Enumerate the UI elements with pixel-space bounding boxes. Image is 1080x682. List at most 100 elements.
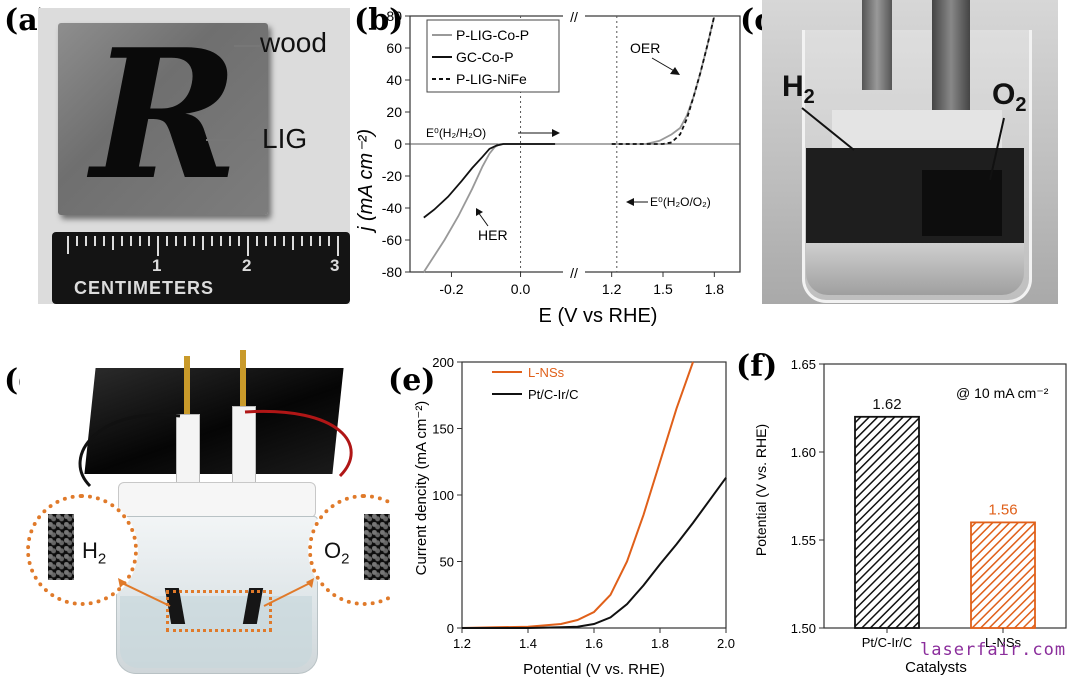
zoom-circle-h2: H2 xyxy=(26,494,138,606)
panel-label-f: (f) xyxy=(736,349,778,384)
e-xtick-label: 1.4 xyxy=(519,636,537,651)
electrode-right-block xyxy=(922,170,1002,236)
c-h2-label: H2 xyxy=(782,70,815,109)
photo-electrolyzer-cell: H2 O2 xyxy=(20,346,390,682)
c-o2-sub: 2 xyxy=(1015,94,1027,116)
ruler-tick-2: 2 xyxy=(242,256,252,275)
b-ytick-label: 40 xyxy=(386,72,402,88)
lig-label: LIG xyxy=(262,123,308,154)
f-bar-1 xyxy=(970,521,1036,629)
e-xtick-label: 2.0 xyxy=(717,636,735,651)
cell-lid xyxy=(118,482,316,518)
e-xtick-label: 1.6 xyxy=(585,636,603,651)
f-ytick-label: 1.55 xyxy=(791,533,816,548)
b-ytick-label: -60 xyxy=(382,232,402,248)
f-bar-value-label: 1.56 xyxy=(988,501,1017,518)
cell-electrolyte xyxy=(120,596,312,668)
d-h2-label: H2 xyxy=(82,538,106,567)
b-arrowhead-oer xyxy=(670,67,680,75)
photo-wood-lig: R wood LIG 1 2 3 CENTIMETERS xyxy=(38,8,350,304)
b-arrowhead-oer-eq xyxy=(626,198,634,206)
zoom-circle-o2: O2 xyxy=(308,494,390,606)
d-o2-text: O xyxy=(324,538,342,563)
e-ytick-label: 150 xyxy=(432,422,454,437)
d-wires xyxy=(78,409,353,488)
electrode-region-highlight xyxy=(166,590,272,632)
f-bar-value-label: 1.62 xyxy=(872,396,901,413)
wood-block xyxy=(58,23,268,215)
e-xtick-label: 1.2 xyxy=(453,636,471,651)
b-series-p-lig-nife-oer xyxy=(611,15,716,145)
e-legend-entry-1: Pt/C-Ir/C xyxy=(528,387,579,402)
f-ytick-label: 1.65 xyxy=(791,357,816,372)
c-o2-label: O2 xyxy=(992,78,1026,117)
f-category-label: Pt/C-Ir/C xyxy=(862,635,913,650)
b-arrow-oer xyxy=(651,57,677,73)
beaker-base xyxy=(806,243,1024,295)
b-ytick-label: -20 xyxy=(382,168,402,184)
c-h2-text: H xyxy=(782,70,804,103)
terminal-right xyxy=(240,350,246,408)
e-ytick-label: 200 xyxy=(432,355,454,370)
e-xlabel: Potential (V vs. RHE) xyxy=(523,661,665,678)
wood-label: wood xyxy=(260,27,327,58)
ruler-tick-3: 3 xyxy=(330,256,340,275)
b-xtick-label: 1.8 xyxy=(705,281,725,297)
chart-e-lsv: 0 50 100 150 200 1.2 1.4 1.6 1.8 2.0 Current denc… xyxy=(413,355,735,678)
d-zoom-arrows xyxy=(118,578,314,607)
e-plot-frame xyxy=(461,361,727,629)
f-ytick-label: 1.50 xyxy=(791,621,816,636)
f-bar-0 xyxy=(854,415,920,629)
e-ylabel: Current dencity (mA cm⁻²) xyxy=(413,401,430,576)
b-xtick-label: -0.2 xyxy=(439,281,463,297)
h2-electrode-sample xyxy=(48,514,74,580)
o2-electrode-sample xyxy=(364,514,390,580)
b-xtick-label: 1.5 xyxy=(653,281,673,297)
b-arrowhead-her xyxy=(476,208,483,216)
b-ylabel: j (mA cm⁻²) xyxy=(355,129,377,234)
b-annotation-oer-eq: E⁰(H₂O/O₂) xyxy=(650,195,711,209)
b-ytick-label: -40 xyxy=(382,200,402,216)
b-ytick-label: 80 xyxy=(386,8,402,24)
electrode-holder xyxy=(832,110,1002,150)
e-ytick-label: 0 xyxy=(447,621,454,636)
b-break-mask-top xyxy=(563,14,585,18)
wood-leader-line xyxy=(234,45,260,47)
b-series-gc-co-p-her xyxy=(423,143,556,219)
b-xlabel: E (V vs RHE) xyxy=(539,305,658,327)
d-h2-text: H xyxy=(82,538,98,563)
f-category-label: L-NSs xyxy=(985,635,1022,650)
b-legend-entry-0: P-LIG-Co-P xyxy=(456,27,529,43)
e-ytick-label: 100 xyxy=(432,488,454,503)
f-plot-frame xyxy=(823,363,1067,629)
b-arrowhead-her-eq xyxy=(552,129,560,137)
f-ylabel: Potential (V vs. RHE) xyxy=(753,424,769,556)
b-arrow-her xyxy=(477,211,489,227)
terminal-left xyxy=(184,356,190,414)
ruler-unit: CENTIMETERS xyxy=(74,278,215,298)
b-annotation-her: HER xyxy=(478,227,508,243)
e-series-pt-c-ir-c xyxy=(462,477,727,629)
photo-beaker-electrolysis: H2 O2 xyxy=(762,0,1058,304)
f-ytick-label: 1.60 xyxy=(791,445,816,460)
b-legend-entry-1: GC-Co-P xyxy=(456,49,514,65)
f-annotation: @ 10 mA cm⁻² xyxy=(956,385,1049,401)
b-axis-break-bottom: // xyxy=(570,265,578,281)
chart-f-bar: 1.50 1.55 1.60 1.65 1.62 Pt/C-Ir/C 1.56 L-NSs P… xyxy=(753,357,1067,676)
d-o2-sub: 2 xyxy=(341,550,350,568)
f-xlabel: Catalysts xyxy=(905,659,967,676)
electrode-clip-left xyxy=(862,0,892,90)
b-xtick-label: 1.2 xyxy=(602,281,622,297)
c-h2-sub: 2 xyxy=(803,86,815,108)
d-h2-sub: 2 xyxy=(97,550,107,568)
ruler-ticks xyxy=(67,236,339,256)
watermark: laserfair.com xyxy=(920,640,1067,660)
lig-leader-line xyxy=(206,139,256,141)
lig-logo-r: R xyxy=(91,10,239,219)
b-legend: P-LIG-Co-P GC-Co-P P-LIG-NiFe xyxy=(426,19,560,93)
e-legend: L-NSs Pt/C-Ir/C xyxy=(492,365,579,402)
b-ytick-label: 0 xyxy=(394,136,402,152)
e-series-l-nss xyxy=(461,361,694,629)
e-legend-entry-0: L-NSs xyxy=(528,365,565,380)
